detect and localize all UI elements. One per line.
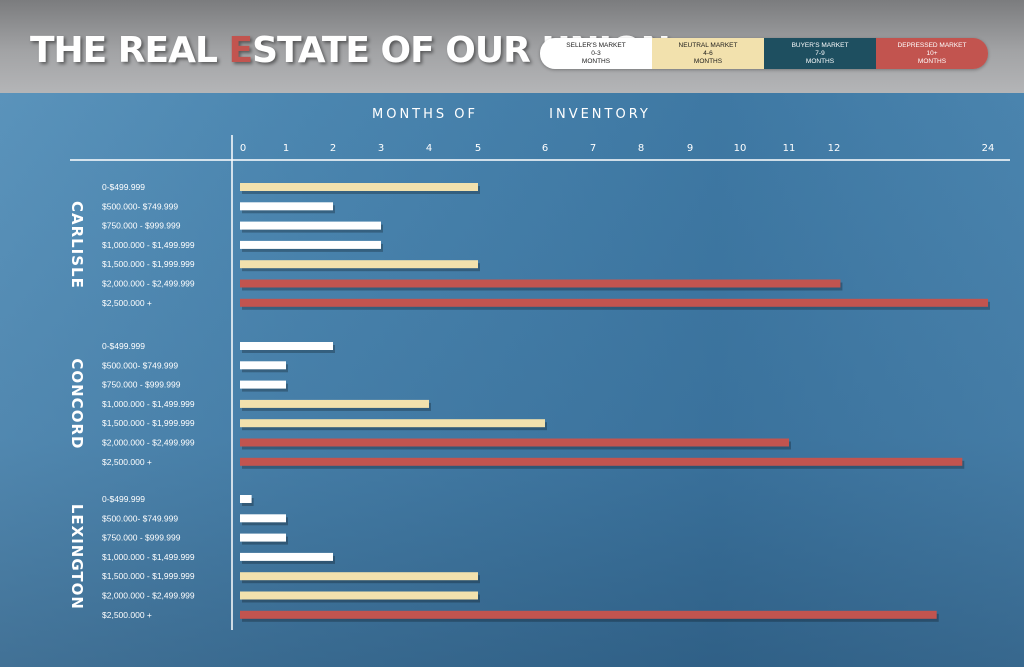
legend-item-buyer: BUYER'S MARKET 7-9 MONTHS: [764, 38, 876, 69]
category-label: $500.000- $749.999: [102, 513, 178, 523]
bar: [240, 279, 841, 288]
x-tick-label: 1: [283, 143, 289, 154]
x-tick-label: 9: [687, 143, 693, 154]
bar: [240, 183, 478, 191]
legend-range: 10+: [926, 49, 938, 57]
x-tick-label: 2: [330, 143, 336, 154]
category-label: $500.000- $749.999: [102, 201, 178, 211]
legend-range: 4-6: [703, 49, 713, 57]
x-tick-label: 10: [734, 143, 747, 154]
category-label: $1,500.000 - $1,999.999: [102, 571, 195, 581]
category-label: $2,500.000 +: [102, 457, 152, 467]
legend-unit: MONTHS: [581, 57, 611, 65]
category-label: $750.000 - $999.999: [102, 221, 181, 231]
tick-labels: 0 1 2 3 4 5 6 7 8 9 10 11 12 24: [240, 143, 995, 154]
town-label: CONCORD: [68, 358, 86, 449]
x-tick-label: 3: [378, 143, 384, 154]
legend-item-seller: SELLER'S MARKET 0-3 MONTHS: [540, 38, 652, 69]
legend-range: 0-3: [591, 49, 601, 57]
bar: [240, 260, 478, 269]
x-tick-label: 8: [638, 143, 644, 154]
bar: [240, 495, 252, 503]
axis-title-part-2: INVENTORY: [549, 107, 651, 122]
title-part-1: THE REAL: [30, 30, 229, 71]
group-concord: CONCORD 0-$499.999 $500.000- $749.999 $750.…: [68, 341, 965, 469]
bar: [240, 361, 286, 370]
category-label: $1,500.000 - $1,999.999: [102, 418, 195, 428]
bar-groups: CARLISLE 0-$499.999 $500.000- $749.999 $750…: [68, 182, 990, 622]
legend-name: SELLER'S MARKET: [566, 41, 626, 49]
bar: [240, 419, 545, 428]
group-carlisle: CARLISLE 0-$499.999 $500.000- $749.999 $750…: [68, 182, 990, 310]
bar: [240, 514, 286, 523]
category-label: $1,000.000 - $1,499.999: [102, 240, 195, 250]
town-label: LEXINGTON: [68, 504, 86, 610]
x-tick-label: 7: [590, 143, 596, 154]
category-label: $500.000- $749.999: [102, 360, 178, 370]
title-highlight-letter: E: [228, 30, 253, 71]
category-label: $2,500.000 +: [102, 298, 152, 308]
legend-name: BUYER'S MARKET: [791, 41, 849, 49]
category-label: 0-$499.999: [102, 341, 145, 351]
bar: [240, 342, 333, 350]
chart-legend: SELLER'S MARKET 0-3 MONTHS NEUTRAL MARKE…: [540, 38, 988, 69]
bar: [240, 399, 429, 408]
bar: [240, 572, 478, 581]
x-tick-label: 12: [828, 143, 841, 154]
bar: [240, 591, 478, 600]
x-tick-label: 24: [982, 143, 995, 154]
category-label: $2,000.000 - $2,499.999: [102, 591, 195, 601]
group-lexington: LEXINGTON 0-$499.999 $500.000- $749.999 $75…: [68, 494, 939, 622]
category-label: $1,000.000 - $1,499.999: [102, 552, 195, 562]
bar: [240, 298, 988, 307]
x-tick-label: 0: [240, 143, 246, 154]
header-bar: THE REAL ESTATE OF OUR UNION SELLER'S MA…: [0, 0, 1024, 93]
legend-unit: MONTHS: [917, 57, 947, 65]
legend-range: 7-9: [815, 49, 825, 57]
chart-area: MONTHS OF INVENTORY 0 1 2 3 4 5 6 7 8 9 10 11 12 24 C…: [0, 93, 1024, 667]
category-label: $2,500.000 +: [102, 610, 152, 620]
town-label: CARLISLE: [68, 201, 86, 289]
category-label: 0-$499.999: [102, 494, 145, 504]
category-label: $750.000 - $999.999: [102, 533, 181, 543]
axis-layer: MONTHS OF INVENTORY: [70, 107, 1010, 630]
legend-unit: MONTHS: [805, 57, 835, 65]
category-label: $2,000.000 - $2,499.999: [102, 438, 195, 448]
bar: [240, 533, 286, 542]
category-label: $2,000.000 - $2,499.999: [102, 279, 195, 289]
bar: [240, 457, 963, 466]
bar: [240, 202, 333, 211]
bar: [240, 240, 381, 249]
legend-item-depressed: DEPRESSED MARKET 10+ MONTHS: [876, 38, 988, 69]
legend-name: DEPRESSED MARKET: [897, 41, 967, 49]
category-label: $750.000 - $999.999: [102, 380, 181, 390]
bar: [240, 221, 381, 230]
category-label: 0-$499.999: [102, 182, 145, 192]
inventory-bar-chart: MONTHS OF INVENTORY 0 1 2 3 4 5 6 7 8 9 10 11 12 24 C…: [68, 107, 1010, 630]
legend-item-neutral: NEUTRAL MARKET 4-6 MONTHS: [652, 38, 764, 69]
bar: [240, 380, 286, 389]
bar: [240, 610, 937, 619]
axis-title-part-1: MONTHS OF: [372, 107, 478, 122]
x-tick-label: 4: [426, 143, 432, 154]
bar: [240, 552, 333, 561]
category-label: $1,000.000 - $1,499.999: [102, 399, 195, 409]
x-tick-label: 5: [475, 143, 481, 154]
bar: [240, 438, 789, 447]
x-tick-label: 11: [783, 143, 796, 154]
legend-name: NEUTRAL MARKET: [678, 41, 738, 49]
category-label: $1,500.000 - $1,999.999: [102, 259, 195, 269]
legend-unit: MONTHS: [693, 57, 723, 65]
x-tick-label: 6: [542, 143, 548, 154]
